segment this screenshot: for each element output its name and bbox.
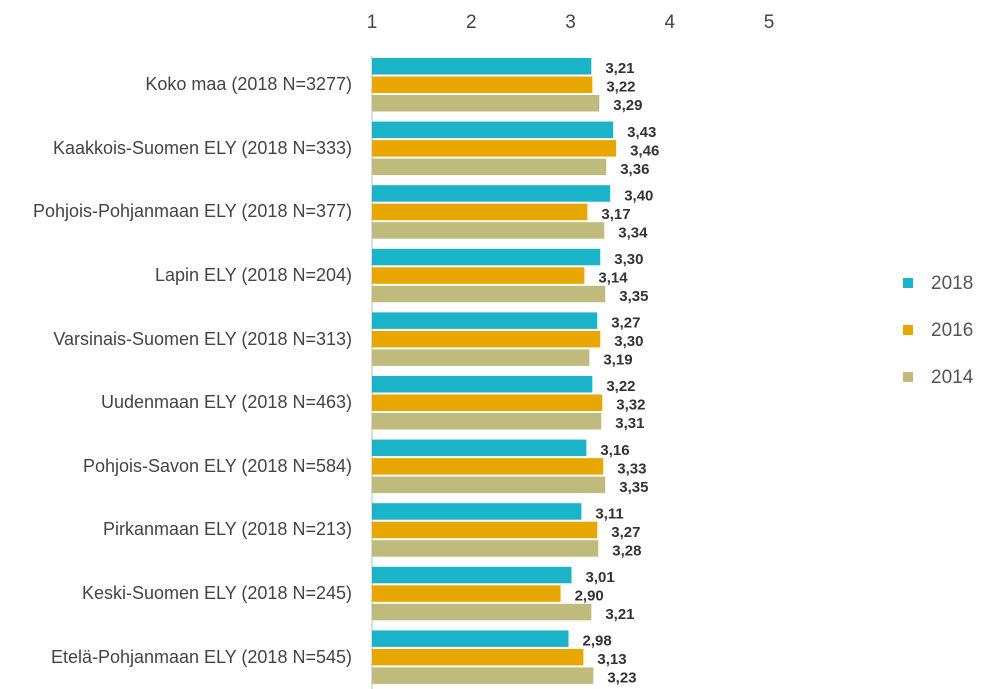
x-tick-label: 5	[764, 12, 775, 33]
value-label: 2,90	[575, 588, 604, 605]
bar	[372, 476, 606, 494]
bar	[372, 630, 569, 647]
x-tick-label: 3	[565, 12, 576, 33]
value-label: 3,21	[605, 606, 634, 623]
category-label: Pohjois-Savon ELY (2018 N=584)	[82, 455, 352, 476]
value-label: 2,98	[583, 633, 612, 650]
value-label: 3,36	[620, 161, 649, 178]
value-label: 3,32	[616, 397, 645, 414]
bar	[372, 439, 587, 457]
value-label: 3,29	[613, 97, 642, 114]
category-label: Koko maa (2018 N=3277)	[145, 74, 352, 95]
value-label: 3,17	[601, 206, 630, 223]
bar	[372, 121, 614, 139]
bar	[372, 667, 594, 684]
value-label: 3,28	[612, 542, 641, 559]
bar	[372, 376, 593, 393]
value-label: 3,19	[603, 352, 632, 369]
value-label: 3,14	[598, 270, 628, 287]
legend-label: 2016	[931, 320, 973, 341]
bar	[372, 521, 598, 539]
bar	[372, 540, 599, 557]
bar	[372, 58, 592, 75]
category-label: Varsinais-Suomen ELY (2018 N=313)	[53, 328, 352, 349]
value-label: 3,23	[607, 670, 636, 687]
bar	[372, 566, 572, 584]
bar	[372, 603, 592, 621]
value-label: 3,34	[618, 224, 648, 241]
bar	[372, 185, 611, 202]
value-label: 3,22	[606, 79, 635, 96]
value-label: 3,40	[624, 187, 653, 204]
value-label: 3,35	[619, 479, 648, 496]
legend-label: 2014	[931, 367, 974, 388]
value-label: 3,46	[630, 142, 659, 159]
bar	[372, 267, 585, 284]
category-label: Kaakkois-Suomen ELY (2018 N=333)	[52, 137, 352, 158]
category-label: Keski-Suomen ELY (2018 N=245)	[82, 583, 352, 604]
category-label: Pohjois-Pohjanmaan ELY (2018 N=377)	[32, 201, 352, 222]
value-label: 3,22	[606, 378, 635, 395]
bar	[372, 585, 561, 602]
x-tick-label: 2	[466, 12, 477, 33]
bar	[372, 648, 584, 666]
bar	[372, 140, 617, 157]
bar	[372, 76, 593, 93]
bar	[372, 158, 607, 176]
bar	[372, 203, 588, 221]
category-label: Uudenmaan ELY (2018 N=463)	[100, 392, 352, 413]
bar	[372, 349, 590, 366]
bar	[372, 394, 603, 411]
value-label: 3,11	[595, 505, 623, 522]
x-tick-label: 4	[664, 12, 675, 33]
value-label: 3,30	[614, 251, 643, 268]
bar	[372, 285, 606, 303]
value-label: 3,27	[611, 524, 640, 541]
legend-swatch	[903, 372, 913, 382]
value-label: 3,30	[614, 333, 643, 350]
value-label: 3,16	[600, 442, 629, 459]
bar	[372, 95, 600, 112]
bar	[372, 330, 601, 348]
value-label: 3,43	[627, 124, 656, 141]
category-label: Lapin ELY (2018 N=204)	[155, 265, 352, 286]
value-label: 3,01	[585, 569, 614, 586]
bar	[372, 312, 598, 329]
bar	[372, 413, 602, 430]
bar	[372, 222, 605, 239]
value-label: 3,13	[597, 651, 626, 668]
category-label: Etelä-Pohjanmaan ELY (2018 N=545)	[50, 646, 352, 667]
value-label: 3,33	[617, 460, 646, 477]
value-label: 3,35	[619, 288, 648, 305]
value-label: 3,31	[615, 415, 644, 432]
value-label: 3,21	[605, 60, 634, 77]
x-tick-label: 1	[367, 12, 378, 33]
category-label: Pirkanmaan ELY (2018 N=213)	[103, 519, 352, 540]
legend-swatch	[903, 325, 913, 335]
value-label: 3,27	[611, 315, 640, 332]
bar	[372, 458, 604, 475]
legend-label: 2018	[931, 273, 973, 294]
bar	[372, 248, 601, 266]
legend-swatch	[903, 278, 913, 288]
bar	[372, 503, 582, 520]
